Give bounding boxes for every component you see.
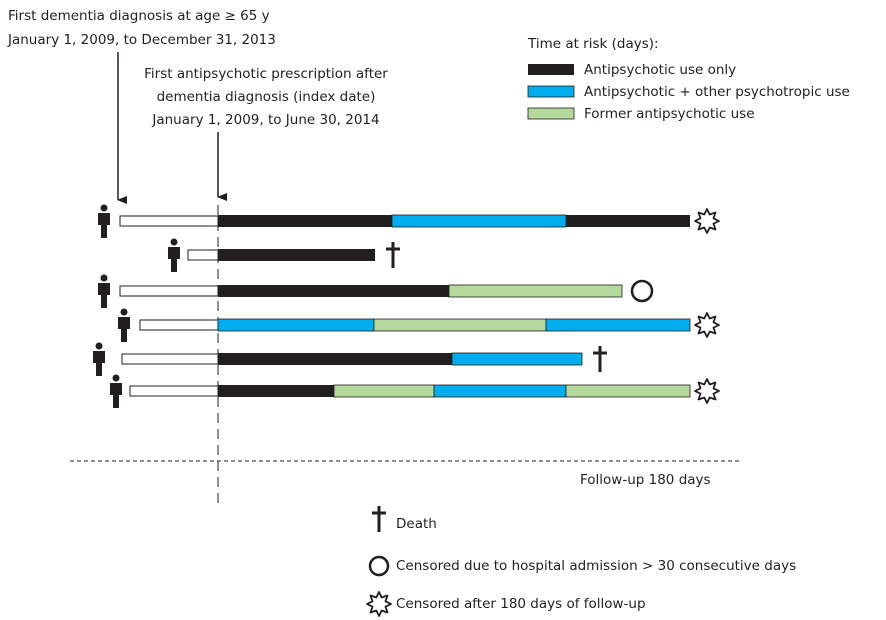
symbol-legend: Death Censored due to hospital admission… xyxy=(368,506,796,612)
pre-index-bar xyxy=(121,353,219,365)
person-head xyxy=(112,374,120,382)
circle-icon xyxy=(368,555,390,577)
legend-title: Time at risk (days): xyxy=(527,36,659,52)
risk-segment xyxy=(218,385,334,397)
symbol-label: Censored after 180 days of follow-up xyxy=(396,596,646,612)
dementia-line: January 1, 2009, to December 31, 2013 xyxy=(7,32,276,48)
symbol-label: Death xyxy=(396,516,437,532)
death-icon xyxy=(386,242,400,268)
risk-segment xyxy=(565,384,691,398)
risk-segment xyxy=(333,384,435,398)
person-head xyxy=(95,342,103,350)
risk-segment xyxy=(566,215,690,227)
risk-segment xyxy=(218,285,449,297)
pre-index-bar xyxy=(139,319,219,331)
risk-segment xyxy=(218,215,392,227)
censor-star xyxy=(694,208,720,234)
pre-index-bar xyxy=(119,285,219,297)
death-icon xyxy=(372,506,386,532)
pre-index-bar xyxy=(119,215,219,227)
risk-segment xyxy=(433,384,567,398)
censor-star xyxy=(694,312,720,338)
censor-star xyxy=(366,591,392,617)
person-head xyxy=(100,204,108,212)
legend-swatch xyxy=(527,107,575,120)
risk-segment xyxy=(218,353,452,365)
legend-label: Antipsychotic use only xyxy=(584,62,736,78)
death-icon xyxy=(593,346,607,372)
pre-index-bar xyxy=(129,385,219,397)
pre-index-bar xyxy=(187,249,219,261)
risk-segment xyxy=(217,318,375,332)
index-line: dementia diagnosis (index date) xyxy=(157,89,376,105)
person-head xyxy=(100,274,108,282)
risk-segment xyxy=(545,318,691,332)
legend-label: Antipsychotic + other psychotropic use xyxy=(584,84,850,100)
person-body xyxy=(93,351,105,376)
risk-segment xyxy=(373,318,547,332)
risk-segment xyxy=(451,352,583,366)
legend-swatch xyxy=(527,85,575,98)
legend-label: Former antipsychotic use xyxy=(584,106,755,122)
person-body xyxy=(110,383,122,408)
person-body xyxy=(98,283,110,308)
symbol-label: Censored due to hospital admission > 30 … xyxy=(396,558,796,574)
index-line: January 1, 2009, to June 30, 2014 xyxy=(151,112,379,128)
legend-swatch xyxy=(528,64,574,75)
risk-segment xyxy=(391,214,567,228)
index-line: First antipsychotic prescription after xyxy=(144,66,388,82)
circle-icon xyxy=(630,279,654,303)
follow-up-label: Follow-up 180 days xyxy=(580,472,711,488)
person-body xyxy=(168,247,180,272)
risk-segment xyxy=(218,249,375,261)
person-body xyxy=(118,317,130,342)
person-head xyxy=(120,308,128,316)
censor-star xyxy=(694,378,720,404)
risk-segment xyxy=(448,284,623,298)
person-head xyxy=(170,238,178,246)
dementia-line: First dementia diagnosis at age ≥ 65 y xyxy=(8,8,270,24)
person-body xyxy=(98,213,110,238)
